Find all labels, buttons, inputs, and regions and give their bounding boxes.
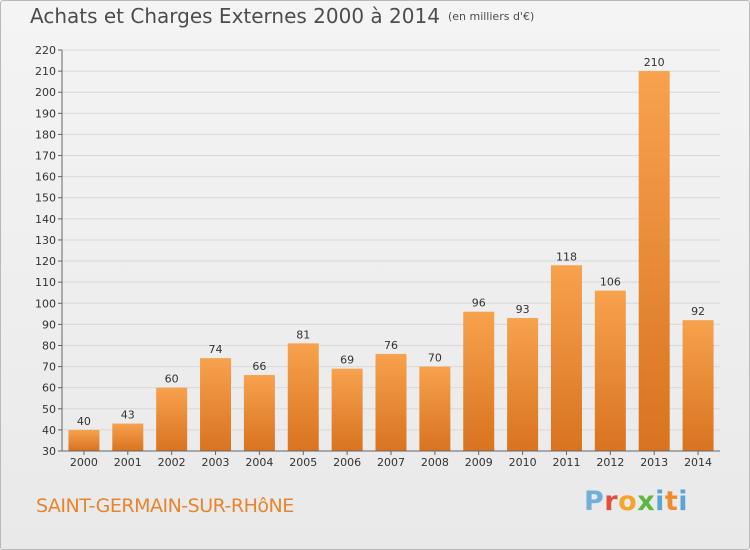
x-tick-label: 2010 [509,456,537,469]
x-tick-label: 2004 [245,456,273,469]
y-tick-label: 60 [42,382,56,395]
bars: 40 43 60 74 66 81 69 76 70 96 93 118 106 210 92 [68,56,714,452]
commune-name: SAINT-GERMAIN-SUR-RHôNE [36,495,294,517]
data-label: 74 [209,343,223,356]
y-tick-label: 110 [35,276,56,289]
y-tick-label: 220 [35,44,56,57]
x-tick-label: 2013 [640,456,668,469]
x-tick-label: 2011 [552,456,580,469]
data-label: 40 [77,415,91,428]
bar-2013 [638,71,670,452]
x-tick-label: 2014 [684,456,712,469]
data-label: 70 [428,352,442,365]
x-tick-label: 2006 [333,456,361,469]
x-tick-label: 2008 [421,456,449,469]
y-tick-label: 40 [42,424,56,437]
bar-2001 [112,423,144,451]
x-tick-label: 2005 [289,456,317,469]
x-tick-label: 2009 [465,456,493,469]
y-tick-label: 170 [35,150,56,163]
unit-label: (en milliers d'€) [447,10,535,23]
y-axis: 30 40 50 60 70 80 90 100 110 120 130 140 150 160 170 18… [35,44,63,458]
y-tick-label: 30 [42,445,56,458]
proxiti-logo: Proxiti [584,486,689,517]
y-tick-label: 140 [35,213,56,226]
y-tick-label: 50 [42,403,56,416]
bar-2014 [682,320,714,451]
bar-2007 [375,353,407,451]
x-tick-label: 2003 [202,456,230,469]
x-tick-label: 2001 [114,456,142,469]
data-label: 118 [556,250,577,263]
data-label: 96 [472,297,486,310]
data-label: 60 [165,373,179,386]
x-axis: 2000 2001 2002 2003 2004 2005 2006 2007 2008 2009… [62,450,720,469]
data-label: 69 [340,354,354,367]
chart-title: Achats et Charges Externes 2000 à 2014 (e… [30,4,534,28]
x-tick-label: 2007 [377,456,405,469]
y-tick-label: 150 [35,192,56,205]
data-label: 106 [600,276,621,289]
bar-2002 [156,387,188,451]
data-label: 92 [691,305,705,318]
y-tick-label: 130 [35,234,56,247]
bar-2006 [331,368,363,451]
data-label: 81 [296,328,310,341]
data-label: 76 [384,339,398,352]
bar-2004 [243,375,275,451]
y-tick-label: 120 [35,255,56,268]
x-tick-label: 2012 [596,456,624,469]
y-tick-label: 90 [42,318,56,331]
y-tick-label: 210 [35,65,56,78]
y-tick-label: 200 [35,86,56,99]
bar-2000 [68,429,100,451]
bar-2005 [287,343,319,451]
y-tick-label: 160 [35,171,56,184]
bar-2008 [419,366,451,451]
data-label: 43 [121,409,135,422]
data-label: 66 [252,360,266,373]
bar-2012 [594,290,626,451]
y-tick-label: 190 [35,107,56,120]
bar-2010 [507,318,539,451]
bar-2003 [200,358,232,451]
x-tick-label: 2000 [70,456,98,469]
bar-2009 [463,311,495,451]
y-tick-label: 80 [42,339,56,352]
bar-2011 [550,265,582,451]
data-label: 210 [644,56,665,69]
x-tick-label: 2002 [158,456,186,469]
y-tick-label: 70 [42,361,56,374]
data-label: 93 [516,303,530,316]
title-text: Achats et Charges Externes 2000 à 2014 [30,4,440,28]
y-tick-label: 100 [35,297,56,310]
y-tick-label: 180 [35,128,56,141]
